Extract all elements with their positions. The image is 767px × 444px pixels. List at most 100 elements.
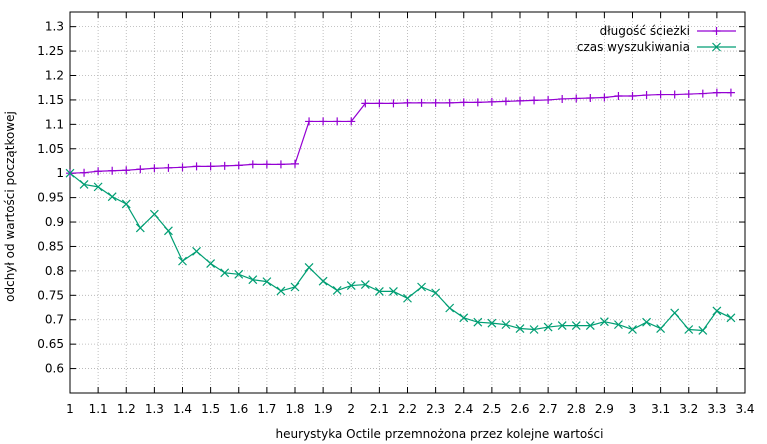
x-tick-label: 1.7 (257, 402, 276, 416)
x-tick-label: 1.5 (201, 402, 220, 416)
data-point-plus (333, 117, 342, 126)
series-path-length (66, 88, 735, 178)
x-tick-label: 2.7 (539, 402, 558, 416)
data-point-cross (304, 263, 314, 272)
y-tick-label: 1.1 (45, 117, 64, 131)
x-tick-label: 2.2 (398, 402, 417, 416)
data-point-plus (80, 168, 89, 177)
data-point-cross (403, 293, 412, 303)
data-point-plus (473, 98, 482, 107)
data-point-plus (291, 159, 299, 168)
y-tick-label: 0.7 (45, 313, 64, 327)
data-point-cross (501, 320, 511, 330)
data-point-cross (417, 282, 426, 292)
data-point-cross (206, 259, 216, 268)
y-tick-label: 1.15 (37, 93, 64, 107)
data-point-plus (206, 162, 215, 171)
data-point-plus (94, 167, 103, 176)
data-point-plus (192, 162, 201, 171)
y-tick-label: 0.95 (37, 191, 64, 205)
series-line (69, 172, 732, 332)
x-tick-label: 2.1 (370, 402, 389, 416)
data-point-plus (389, 99, 398, 108)
data-point-plus (262, 160, 271, 169)
x-tick-label: 2 (347, 402, 355, 416)
data-point-cross (360, 280, 370, 289)
data-point-cross (220, 268, 230, 278)
data-point-plus (305, 117, 314, 126)
data-point-plus (319, 117, 328, 126)
data-point-plus (614, 92, 623, 101)
y-tick-label: 0.65 (37, 337, 64, 351)
data-point-cross (262, 277, 272, 287)
x-tick-label: 1.6 (229, 402, 248, 416)
x-tick-label: 3.1 (651, 402, 670, 416)
data-point-plus (276, 160, 285, 169)
data-point-cross (431, 288, 441, 298)
data-point-cross (248, 275, 258, 285)
data-point-plus (487, 97, 496, 106)
data-point-cross (543, 322, 553, 332)
data-point-plus (670, 90, 679, 99)
data-point-plus (150, 164, 159, 173)
data-point-cross (234, 269, 244, 279)
data-point-cross (164, 226, 173, 236)
data-point-cross (712, 42, 721, 52)
y-tick-label: 1.2 (45, 69, 64, 83)
axis-ticks: 1 1.1 1.2 1.3 1.4 1.5 1.6 1.7 1.8 1.9 2 2.1 2.2 2.3 2.… (37, 12, 755, 416)
y-tick-label: 0.6 (45, 362, 64, 376)
data-point-plus (431, 98, 440, 107)
data-point-cross (585, 321, 595, 331)
x-tick-label: 2.3 (426, 402, 445, 416)
x-tick-label: 1 (66, 402, 74, 416)
data-point-cross (515, 324, 525, 333)
data-point-plus (403, 98, 412, 107)
data-point-cross (599, 317, 609, 327)
data-point-plus (375, 99, 384, 108)
series-line (69, 91, 731, 174)
x-tick-label: 2.8 (567, 402, 586, 416)
data-point-plus (628, 92, 637, 101)
x-tick-label: 2.9 (595, 402, 614, 416)
data-point-plus (712, 88, 721, 97)
data-point-plus (516, 96, 524, 105)
data-point-plus (347, 117, 356, 126)
data-point-plus (417, 98, 426, 107)
data-point-plus (108, 166, 117, 175)
data-point-cross (445, 303, 455, 313)
data-point-cross (374, 286, 384, 296)
data-point-cross (135, 223, 145, 233)
x-tick-label: 1.4 (173, 402, 192, 416)
x-tick-label: 1.2 (117, 402, 136, 416)
data-point-plus (164, 163, 173, 172)
data-point-cross (290, 282, 300, 292)
y-tick-label: 0.75 (37, 288, 64, 302)
data-point-plus (136, 165, 145, 174)
data-point-cross (670, 308, 680, 318)
y-tick-label: 0.85 (37, 239, 64, 253)
data-point-plus (656, 90, 665, 99)
y-tick-label: 1.05 (37, 142, 64, 156)
data-point-plus (572, 94, 581, 103)
data-point-plus (445, 98, 454, 107)
legend-label: długość ścieżki (600, 24, 690, 38)
y-tick-label: 0.9 (45, 215, 64, 229)
data-point-plus (558, 94, 567, 103)
data-point-cross (698, 326, 708, 335)
data-point-cross (642, 317, 651, 327)
data-point-cross (107, 192, 117, 202)
data-point-plus (684, 90, 693, 99)
x-tick-label: 3.3 (707, 402, 726, 416)
data-point-cross (529, 325, 539, 334)
data-point-cross (726, 313, 736, 323)
legend: długość ścieżki czas wyszukiwania (577, 24, 736, 54)
x-tick-label: 3.2 (679, 402, 698, 416)
data-point-plus (600, 93, 609, 102)
data-point-cross (628, 325, 637, 334)
data-point-plus (586, 93, 595, 102)
legend-label: czas wyszukiwania (577, 40, 690, 54)
data-point-cross (93, 182, 103, 192)
data-point-plus (459, 98, 468, 107)
x-tick-label: 2.5 (482, 402, 501, 416)
